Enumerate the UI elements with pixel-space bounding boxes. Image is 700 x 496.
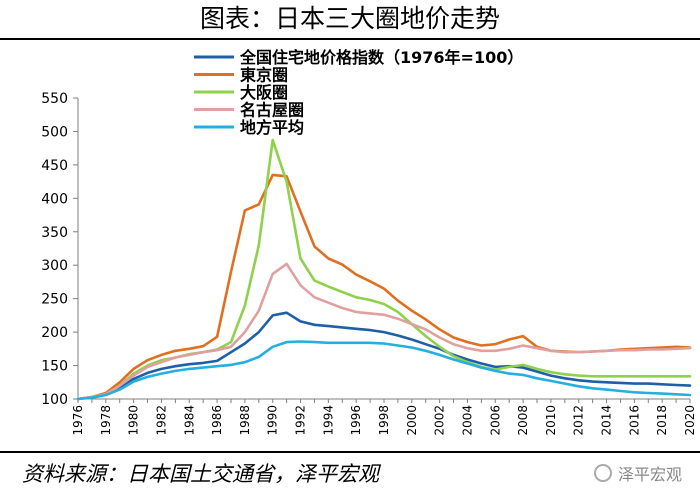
- x-tick-label: 1978: [99, 405, 113, 436]
- x-tick-label: 2000: [405, 405, 419, 436]
- y-tick-label: 100: [41, 392, 68, 408]
- x-tick-label: 1986: [210, 405, 224, 436]
- y-axis: 100 150 200 250 300 350 400 450 500 550: [41, 91, 79, 408]
- x-tick-label: 2014: [600, 405, 614, 436]
- title-divider: [0, 38, 700, 40]
- x-tick-label: 1976: [71, 405, 85, 436]
- y-tick-label: 200: [41, 325, 68, 341]
- y-tick-label: 400: [41, 191, 68, 207]
- wechat-logo-icon: [593, 464, 612, 482]
- y-tick-label: 300: [41, 258, 68, 274]
- x-tick-label: 1992: [294, 405, 308, 436]
- legend-label-2: 東京圈: [240, 66, 288, 85]
- y-tick-label: 450: [41, 158, 68, 174]
- x-tick-label: 2008: [516, 405, 530, 436]
- x-tick-label: 1982: [154, 405, 168, 436]
- x-tick-label: 1984: [182, 405, 196, 436]
- x-tick-label: 1990: [266, 405, 280, 436]
- series-line-2: [76, 173, 692, 401]
- watermark: 泽平宏观: [593, 461, 682, 485]
- x-tick-label: 1998: [377, 405, 391, 436]
- x-tick-label: 2002: [433, 405, 447, 436]
- x-tick-label: 1980: [127, 405, 141, 436]
- y-tick-label: 150: [41, 359, 68, 375]
- y-tick-label: 550: [41, 91, 68, 107]
- y-tick-label: 500: [41, 124, 68, 140]
- x-tick-label: 1996: [349, 405, 363, 436]
- page-title: 图表：日本三大圈地价走势: [199, 4, 500, 33]
- source-note: 资料来源：日本国土交通省，泽平宏观: [22, 462, 379, 486]
- series-line-5: [76, 340, 692, 401]
- x-tick-label: 2018: [655, 405, 669, 436]
- series-line-4: [76, 262, 692, 401]
- x-tick-label: 2004: [460, 405, 474, 436]
- x-tick-label: 2020: [683, 405, 697, 436]
- watermark-text: 泽平宏观: [617, 465, 682, 484]
- series-layer: [76, 138, 692, 401]
- series-line-1: [76, 311, 692, 401]
- x-tick-label: 1988: [238, 405, 252, 436]
- x-tick-label: 1994: [321, 405, 335, 436]
- x-tick-label: 2016: [627, 405, 641, 436]
- y-tick-label: 350: [41, 225, 68, 241]
- footer-divider: [0, 451, 700, 453]
- legend-label-5: 地方平均: [240, 118, 304, 137]
- legend-label-1: 全国住宅地价格指数（1976年=100）: [239, 48, 523, 67]
- legend-label-3: 大阪圈: [240, 83, 288, 102]
- x-tick-label: 2010: [544, 405, 558, 436]
- y-tick-label: 250: [41, 292, 68, 308]
- x-tick-label: 2012: [572, 405, 586, 436]
- x-axis: 1976 1978 1980 1982 1984 1986 1988 1990 1992 1994…: [71, 398, 697, 436]
- x-tick-label: 2006: [488, 405, 502, 436]
- legend-label-4: 名古屋圈: [240, 101, 304, 120]
